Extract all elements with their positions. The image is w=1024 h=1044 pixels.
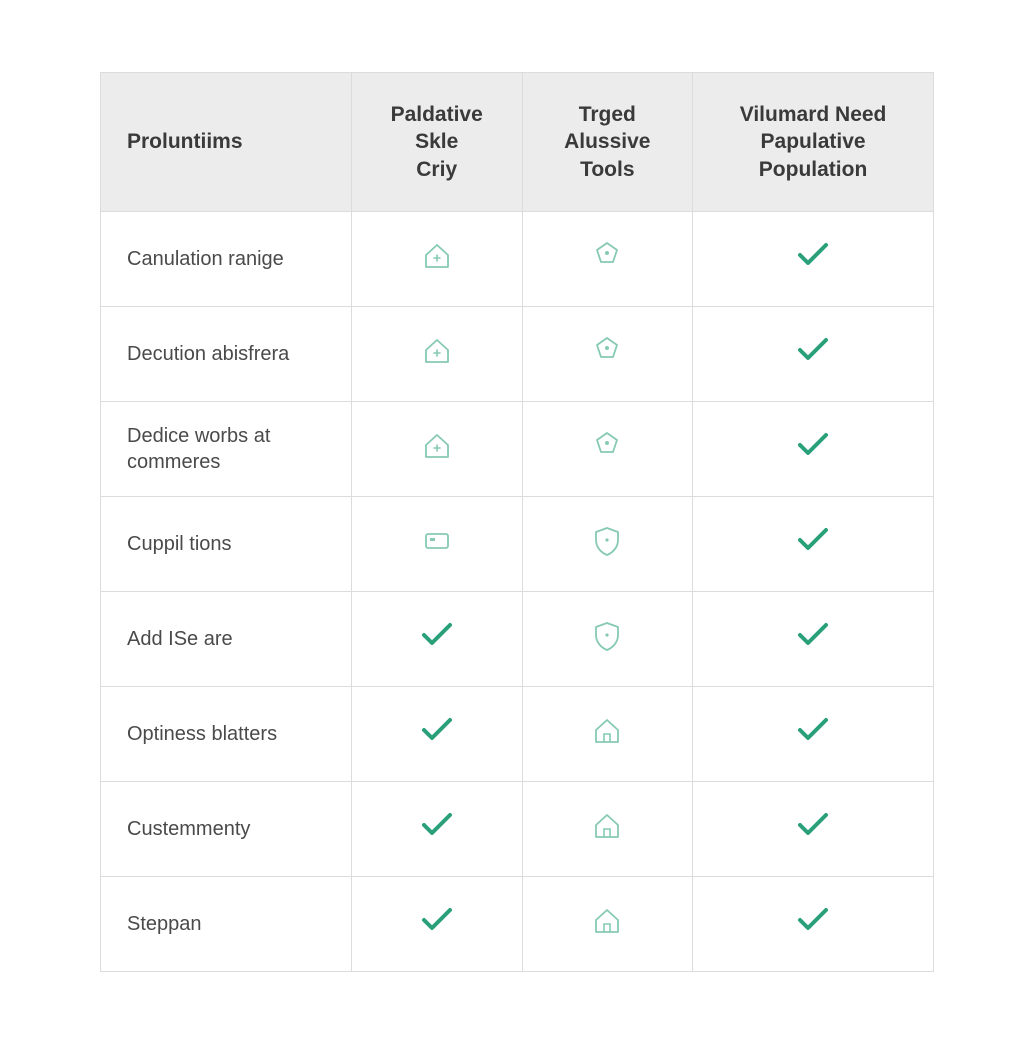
check-icon (795, 428, 831, 464)
cell-plan-a (351, 781, 522, 876)
badge-icon (589, 428, 625, 464)
cell-plan-c (693, 496, 934, 591)
row-label: Optiness blatters (101, 686, 352, 781)
check-icon (795, 903, 831, 939)
cell-plan-c (693, 211, 934, 306)
row-label: Canulation ranige (101, 211, 352, 306)
column-header-features: Proluntiims (101, 73, 352, 212)
cell-plan-a (351, 496, 522, 591)
cell-plan-a (351, 686, 522, 781)
house-icon (589, 713, 625, 749)
check-icon (795, 808, 831, 844)
cell-plan-a (351, 401, 522, 496)
cell-plan-b (522, 781, 693, 876)
cell-plan-c (693, 306, 934, 401)
row-label: Dedice worbs at commeres (101, 401, 352, 496)
table-row: Add ISe are (101, 591, 934, 686)
cell-plan-c (693, 401, 934, 496)
cell-plan-b (522, 876, 693, 971)
check-icon (795, 238, 831, 274)
cell-plan-b (522, 686, 693, 781)
cell-plan-c (693, 781, 934, 876)
check-icon (419, 713, 455, 749)
cell-plan-a (351, 876, 522, 971)
table-row: Cuppil tions (101, 496, 934, 591)
row-label: Decution abisfrera (101, 306, 352, 401)
check-icon (795, 713, 831, 749)
cell-plan-b (522, 591, 693, 686)
shield-icon (589, 523, 625, 559)
house-plus-icon (419, 238, 455, 274)
cell-plan-c (693, 591, 934, 686)
table-row: Canulation ranige (101, 211, 934, 306)
card-icon (419, 523, 455, 559)
cell-plan-b (522, 496, 693, 591)
column-header-plan-c: Vilumard Need Papulative Population (693, 73, 934, 212)
check-icon (795, 523, 831, 559)
table-row: Decution abisfrera (101, 306, 934, 401)
table-row: Dedice worbs at commeres (101, 401, 934, 496)
column-header-plan-a: Paldative Skle Criy (351, 73, 522, 212)
shield-icon (589, 618, 625, 654)
cell-plan-c (693, 876, 934, 971)
check-icon (795, 618, 831, 654)
cell-plan-c (693, 686, 934, 781)
comparison-table: Proluntiims Paldative Skle Criy Trged Al… (100, 72, 934, 972)
check-icon (419, 808, 455, 844)
row-label: Steppan (101, 876, 352, 971)
house-icon (589, 808, 625, 844)
check-icon (419, 903, 455, 939)
cell-plan-b (522, 401, 693, 496)
table-row: Optiness blatters (101, 686, 934, 781)
cell-plan-b (522, 211, 693, 306)
house-plus-icon (419, 428, 455, 464)
table-row: Custemmenty (101, 781, 934, 876)
row-label: Add ISe are (101, 591, 352, 686)
check-icon (795, 333, 831, 369)
row-label: Custemmenty (101, 781, 352, 876)
cell-plan-a (351, 306, 522, 401)
row-label: Cuppil tions (101, 496, 352, 591)
badge-icon (589, 333, 625, 369)
cell-plan-b (522, 306, 693, 401)
house-plus-icon (419, 333, 455, 369)
house-icon (589, 903, 625, 939)
cell-plan-a (351, 591, 522, 686)
cell-plan-a (351, 211, 522, 306)
check-icon (419, 618, 455, 654)
badge-icon (589, 238, 625, 274)
table-row: Steppan (101, 876, 934, 971)
table-header-row: Proluntiims Paldative Skle Criy Trged Al… (101, 73, 934, 212)
column-header-plan-b: Trged Alussive Tools (522, 73, 693, 212)
